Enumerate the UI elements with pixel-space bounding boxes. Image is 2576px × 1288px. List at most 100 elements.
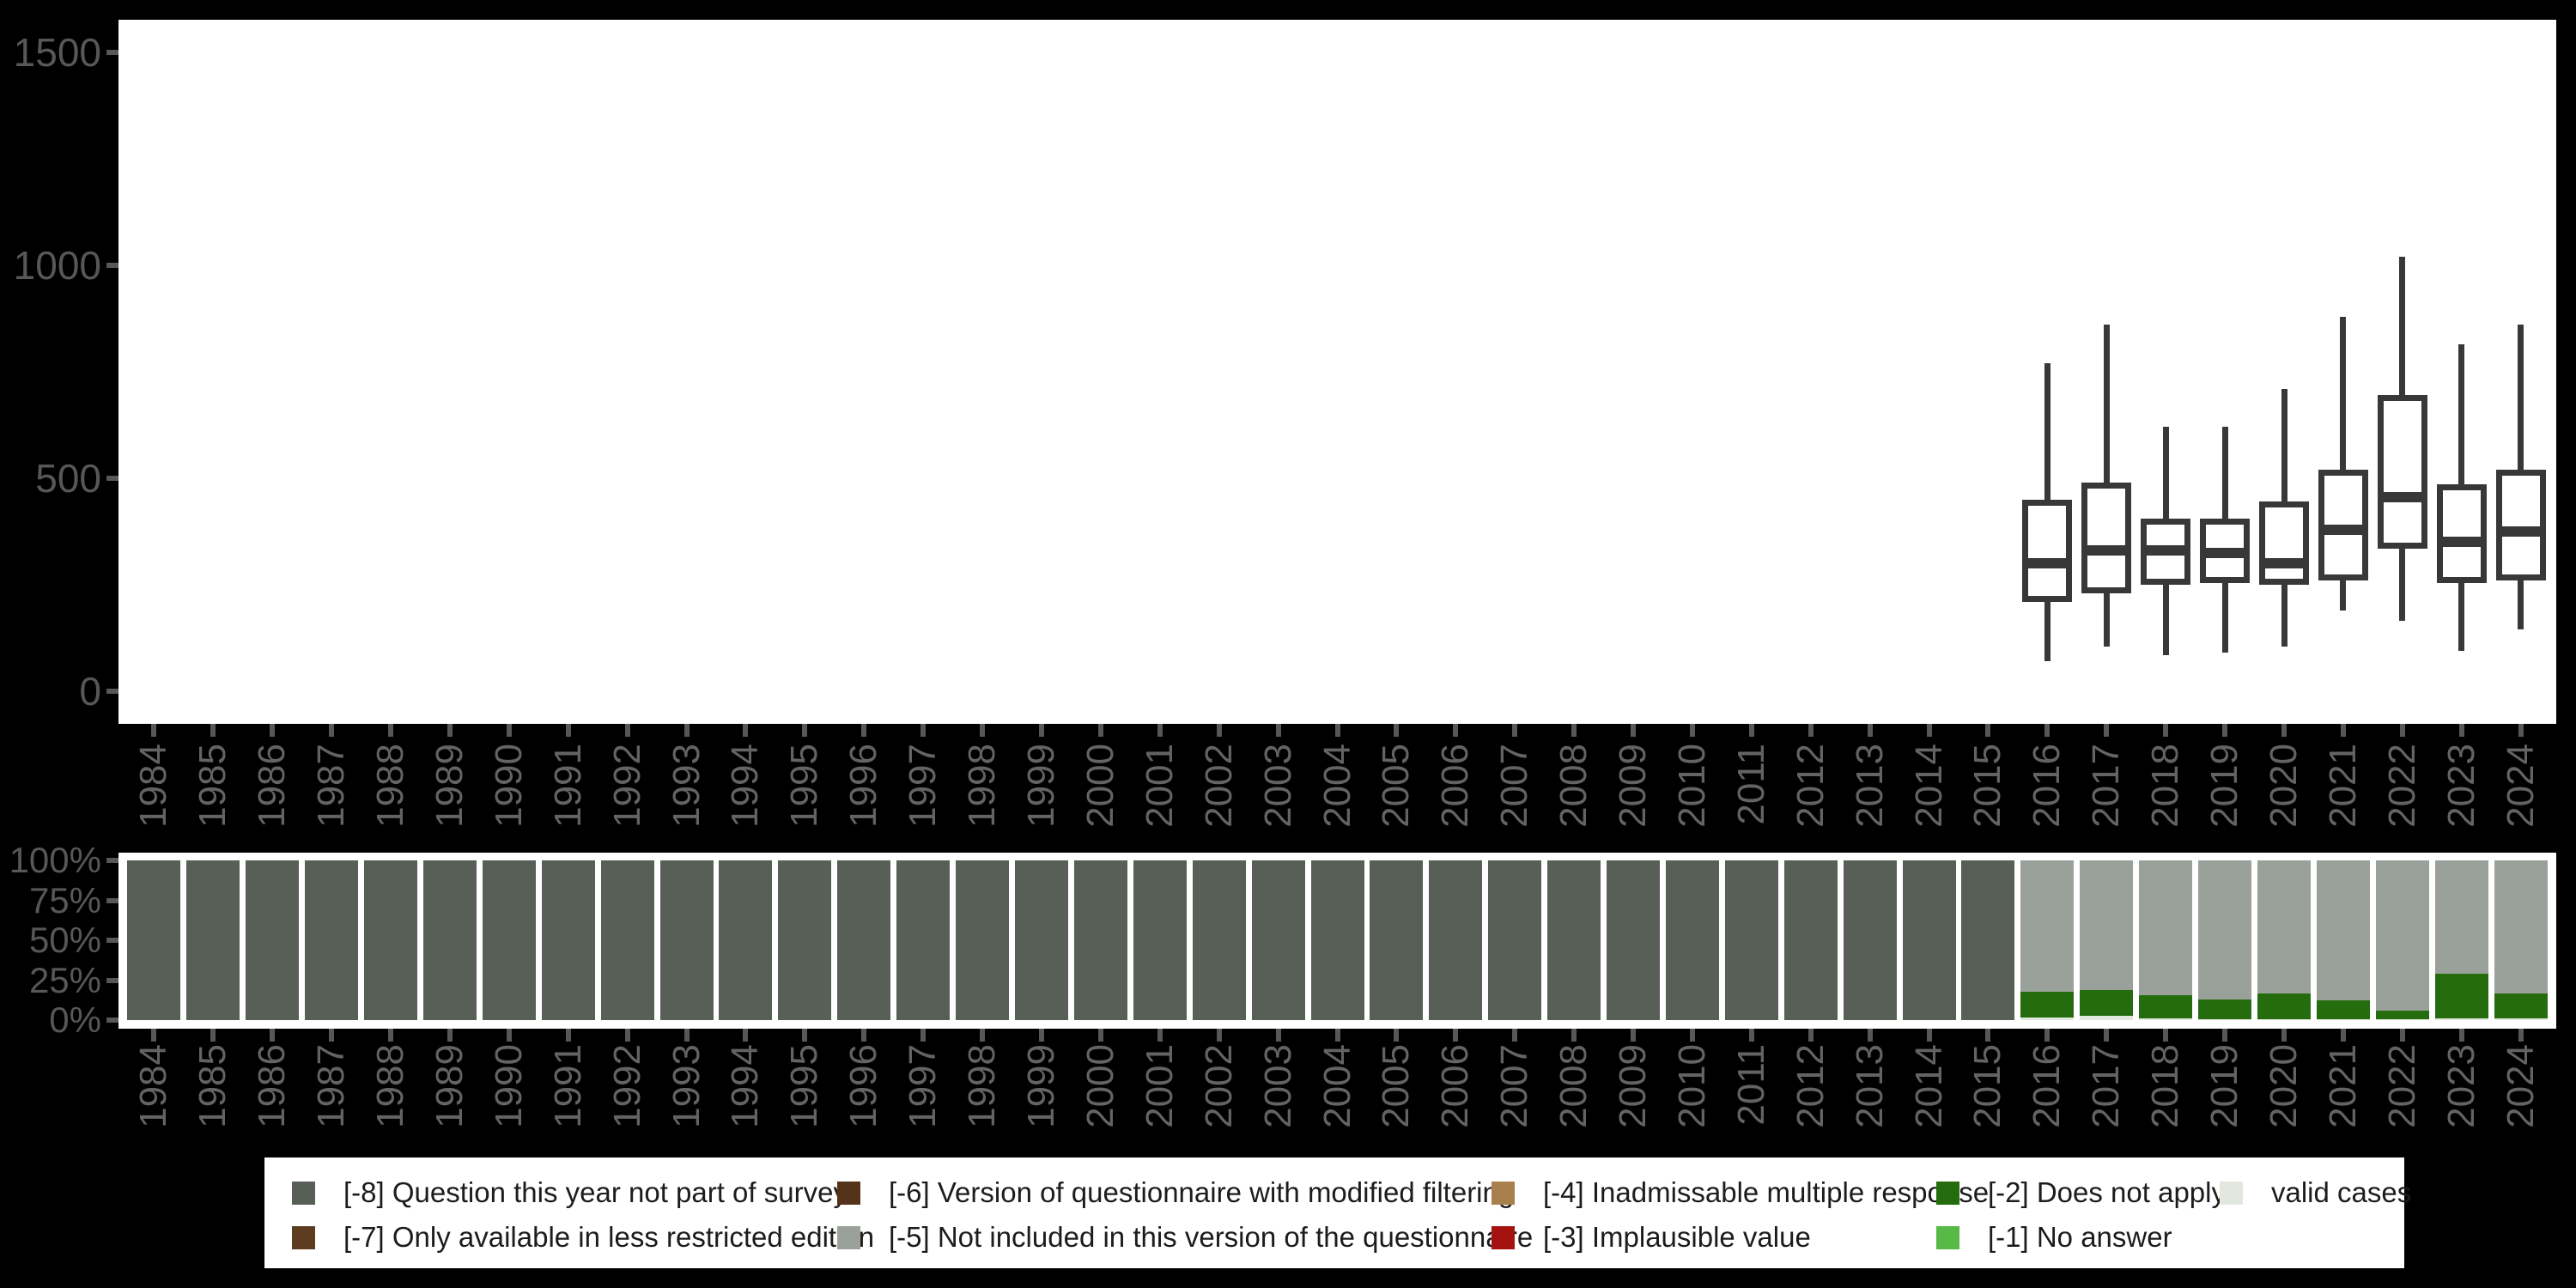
boxplot-x-tick-label: 2019 (2203, 744, 2246, 828)
boxplot-panel (118, 20, 2556, 724)
bar-x-tick-label: 2018 (2144, 1044, 2187, 1128)
bar-segment--8 (1783, 860, 1838, 1020)
bar-segment-valid (2080, 1016, 2134, 1020)
boxplot-x-tick-label: 2009 (1612, 744, 1655, 828)
bar-x-tick-label: 2013 (1848, 1044, 1891, 1128)
boxplot-x-tick-label: 1988 (368, 744, 411, 828)
bar-x-tick (2163, 1029, 2169, 1042)
bar-segment--2 (2375, 1010, 2429, 1020)
bar-y-tick-label: 25% (28, 959, 101, 1000)
boxplot-x-tick-label: 2013 (1848, 744, 1891, 828)
bar-y-tick (106, 858, 118, 863)
bar-segment--5 (2020, 860, 2075, 993)
boxplot-median (2087, 545, 2126, 556)
bar-y-tick (106, 977, 118, 983)
boxplot-x-tick-label: 1990 (487, 744, 530, 828)
bar-x-tick-label: 2020 (2263, 1044, 2306, 1128)
boxplot-x-tick (565, 724, 571, 737)
boxplot-x-tick-label: 2001 (1138, 744, 1181, 828)
legend-swatch--5 (837, 1225, 860, 1249)
boxplot-x-tick (1867, 724, 1873, 737)
bar-x-tick-label: 2023 (2439, 1044, 2482, 1128)
boxplot-y-tick (106, 50, 118, 55)
bar-x-tick-label: 2003 (1256, 1044, 1299, 1128)
bar-x-tick (1394, 1029, 1400, 1042)
bar-segment--8 (896, 860, 951, 1020)
boxplot-x-tick (2340, 724, 2346, 737)
boxplot-x-tick (802, 724, 808, 737)
bar-x-tick (1512, 1029, 1518, 1042)
legend-swatch--4 (1492, 1181, 1515, 1205)
bar-x-tick-label: 2006 (1434, 1044, 1477, 1128)
legend-swatch--8 (292, 1181, 315, 1205)
bar-x-tick-label: 1985 (191, 1044, 234, 1128)
bar-segment--8 (482, 860, 536, 1020)
bar-x-tick (1038, 1029, 1044, 1042)
bar-x-tick-label: 2016 (2026, 1044, 2069, 1128)
bar-segment--8 (422, 860, 477, 1020)
bar-segment--8 (956, 860, 1010, 1020)
boxplot-x-tick (1157, 724, 1163, 737)
bar-x-tick (2458, 1029, 2464, 1042)
bar-x-tick (1157, 1029, 1163, 1042)
bar-segment--2 (2020, 992, 2075, 1018)
legend-label--3: [-3] Implausible value (1543, 1221, 1811, 1253)
boxplot-x-tick-label: 1995 (783, 744, 826, 828)
bar-segment--2 (2198, 999, 2252, 1020)
boxplot-x-tick-label: 1989 (428, 744, 471, 828)
boxplot-x-tick-label: 2020 (2263, 744, 2306, 828)
bar-x-tick-label: 1999 (1019, 1044, 1062, 1128)
bar-x-tick (151, 1029, 157, 1042)
bar-segment--8 (1310, 860, 1364, 1020)
bar-segment-valid (2020, 1018, 2075, 1020)
bar-segment--5 (2198, 860, 2252, 999)
boxplot-y-tick (106, 689, 118, 694)
boxplot-median (2206, 547, 2245, 558)
bar-segment--2 (2139, 995, 2193, 1019)
bar-x-tick (1453, 1029, 1459, 1042)
bar-segment--8 (1547, 860, 1601, 1020)
bar-x-tick (1985, 1029, 1991, 1042)
boxplot-x-tick (506, 724, 512, 737)
bar-segment--8 (1251, 860, 1305, 1020)
boxplot-x-tick (920, 724, 927, 737)
bar-x-tick-label: 1995 (783, 1044, 826, 1128)
boxplot-x-tick (447, 724, 453, 737)
bar-x-tick (683, 1029, 690, 1042)
bar-x-tick (387, 1029, 393, 1042)
bar-x-tick (1807, 1029, 1814, 1042)
boxplot-x-tick-label: 1999 (1019, 744, 1062, 828)
boxplot-x-tick-label: 2014 (1907, 744, 1950, 828)
boxplot-x-tick (1334, 724, 1340, 737)
bar-x-tick-label: 1990 (487, 1044, 530, 1128)
bar-segment--8 (1843, 860, 1897, 1020)
boxplot-x-tick-label: 2023 (2439, 744, 2482, 828)
boxplot-y-tick-label: 1500 (13, 30, 101, 75)
boxplot-x-tick (1453, 724, 1459, 737)
bar-segment--8 (1724, 860, 1778, 1020)
legend-label-valid: valid cases (2271, 1176, 2412, 1208)
bar-x-tick (565, 1029, 571, 1042)
bar-x-tick (2281, 1029, 2287, 1042)
bar-segment--8 (305, 860, 359, 1020)
boxplot-x-tick (1571, 724, 1577, 737)
boxplot-x-tick-label: 2008 (1552, 744, 1595, 828)
legend-swatch--2 (1936, 1181, 1959, 1205)
bar-x-tick (2340, 1029, 2346, 1042)
boxplot-x-tick-label: 2024 (2499, 744, 2542, 828)
bar-x-tick-label: 2000 (1078, 1044, 1121, 1128)
bar-x-tick (1571, 1029, 1577, 1042)
bar-x-tick-label: 2022 (2380, 1044, 2423, 1128)
legend-label--7: [-7] Only available in less restricted e… (343, 1221, 875, 1253)
bar-x-tick (2399, 1029, 2405, 1042)
boxplot-box (2377, 395, 2427, 549)
bar-x-tick-label: 2017 (2085, 1044, 2128, 1128)
boxplot-x-tick (2104, 724, 2110, 737)
bar-y-tick-label: 0% (49, 999, 101, 1040)
bar-segment--8 (659, 860, 714, 1020)
bar-x-tick-label: 2002 (1197, 1044, 1240, 1128)
boxplot-x-tick-label: 2000 (1078, 744, 1121, 828)
bar-x-tick (980, 1029, 986, 1042)
legend-label--4: [-4] Inadmissable multiple response (1543, 1176, 1990, 1208)
boxplot-box (2495, 470, 2546, 581)
